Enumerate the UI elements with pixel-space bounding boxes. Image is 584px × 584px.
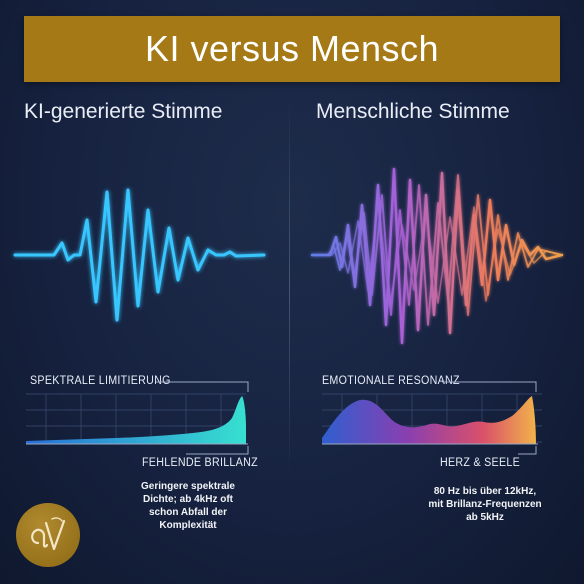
av-monogram-logo [16,503,80,567]
human-caption-line: 80 Hz bis über 12kHz, [433,486,537,497]
human-chart-bottom-label: HERZ & SEELE [440,457,521,469]
human-caption-line: ab 5kHz [466,512,504,523]
ai-chart-bracket-bottom [186,446,249,455]
human-spectrum-chart [322,381,542,455]
human-voice-heading: Menschliche Stimme [316,100,510,123]
human-spectrum-area [322,396,536,444]
ai-caption-line: Geringere spektrale [141,481,235,492]
ai-caption-line: schon Abfall der [149,507,227,518]
ai-caption-line: Dichte; ab 4kHz oft [142,494,233,505]
human-waveform [310,167,564,345]
ai-chart-top-label: SPEKTRALE LIMITIERUNG [30,375,171,387]
ai-spectrum-chart [26,381,249,455]
human-waveform-line-2 [311,174,563,326]
human-chart-bracket-bottom [518,446,537,455]
human-waveform-line-3 [311,202,563,308]
ai-caption: Geringere spektrale Dichte; ab 4kHz oft … [128,480,248,532]
ai-chart-bottom-label: FEHLENDE BRILLANZ [142,457,258,469]
ai-caption-line: Komplexität [159,520,217,531]
ai-spectrum-area [26,396,246,444]
human-caption: 80 Hz bis über 12kHz, mit Brillanz-Frequ… [410,485,560,524]
human-caption-line: mit Brillanz-Frequenzen [428,499,542,510]
ai-waveform [13,188,266,322]
av-monogram-icon [31,517,66,551]
human-chart-bracket-top [442,381,537,392]
ai-chart-bracket-top [156,381,249,392]
human-chart-top-label: EMOTIONALE RESONANZ [322,375,460,387]
center-divider [289,96,290,476]
title-banner: KI versus Mensch [24,16,560,82]
ai-waveform-line [13,188,266,322]
page-title: KI versus Mensch [144,28,440,69]
ai-voice-heading: KI-generierte Stimme [24,100,223,123]
